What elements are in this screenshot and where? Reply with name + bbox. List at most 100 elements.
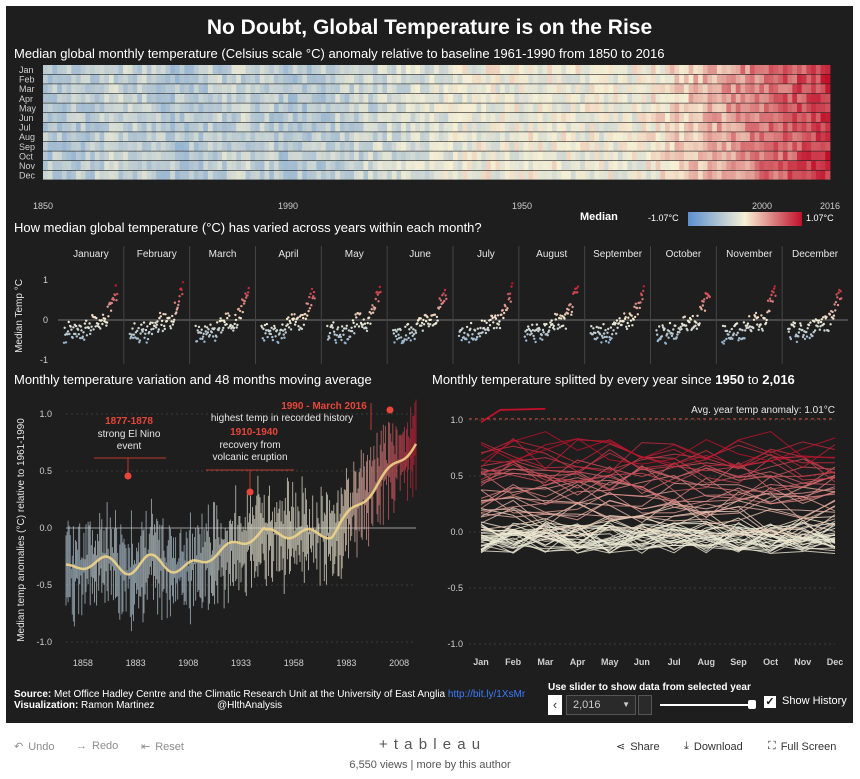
- heatmap-cell: [551, 103, 558, 113]
- heatmap-cell: [782, 93, 788, 103]
- undo-button[interactable]: ↶ Undo: [14, 740, 55, 754]
- heatmap-cell: [132, 132, 138, 142]
- heatmap-cell: [669, 74, 675, 84]
- month-scatter-point: [350, 326, 353, 329]
- heatmap-cell: [306, 141, 313, 151]
- heatmap-cell: [683, 132, 690, 142]
- heatmap-cell: [358, 122, 364, 132]
- month-scatter-point: [64, 341, 68, 344]
- heatmap-cell: [815, 132, 821, 142]
- heatmap-cell: [90, 170, 96, 180]
- heatmap-cell: [627, 161, 633, 170]
- year-slider-handle[interactable]: [748, 700, 756, 709]
- heatmap-cell: [226, 151, 232, 161]
- heatmap-cell: [570, 93, 576, 103]
- heatmap-cell: [523, 113, 529, 122]
- year-line: [480, 459, 836, 484]
- heatmap-cell: [749, 103, 755, 113]
- heatmap-cell: [721, 161, 727, 170]
- year-select[interactable]: 2,016 ▼: [566, 695, 636, 715]
- heatmap-cell: [683, 170, 690, 180]
- heatmap-cell: [174, 65, 181, 74]
- source-link[interactable]: http://bit.ly/1XsMr: [447, 689, 526, 700]
- month-scatter-point: [816, 325, 819, 328]
- fullscreen-button[interactable]: ⛶ Full Screen: [768, 740, 837, 753]
- heatmap-cell: [368, 93, 374, 103]
- heatmap-cell: [646, 122, 652, 132]
- heatmap-cell: [457, 84, 463, 94]
- heatmap-cell: [250, 122, 256, 132]
- slider-next-button[interactable]: [638, 695, 652, 715]
- month-scatter-point: [160, 319, 164, 323]
- month-scatter-point: [420, 324, 423, 327]
- heatmap-cell: [250, 93, 256, 103]
- heatmap-cell: [533, 161, 539, 170]
- heatmap-cell: [410, 65, 416, 74]
- heatmap-cell: [698, 161, 704, 170]
- heatmap-cell: [273, 170, 280, 180]
- heatmap-cell: [80, 93, 86, 103]
- reset-button[interactable]: ⇤ Reset: [141, 740, 184, 754]
- share-button[interactable]: ⋖ Share: [616, 740, 660, 754]
- month-scatter-point: [204, 330, 207, 333]
- month-scatter-point: [393, 341, 396, 344]
- heatmap-cell: [533, 74, 539, 84]
- heatmap-cell: [434, 151, 440, 161]
- heatmap-cell: [335, 74, 341, 84]
- heatmap-cell: [754, 93, 760, 103]
- views-count[interactable]: 6,550 views | more by this author: [349, 759, 511, 771]
- heatmap-cell: [448, 141, 454, 151]
- heatmap-cell: [217, 132, 223, 142]
- heatmap-cell: [467, 84, 473, 94]
- month-scatter-point: [537, 330, 540, 333]
- heatmap-month-label: Aug: [19, 132, 35, 142]
- annotation-1-marker: [124, 472, 132, 480]
- heatmap-cell: [566, 161, 572, 170]
- heatmap-cell: [641, 93, 647, 103]
- heatmap-cell: [146, 141, 152, 151]
- heatmap-cell: [377, 141, 383, 151]
- heatmap-chart[interactable]: JanFebMarAprMayJunJulAugSepOctNovDec1850…: [6, 64, 853, 214]
- heatmap-cell: [66, 74, 72, 84]
- heatmap-cell: [165, 93, 171, 103]
- heatmap-cell: [264, 93, 270, 103]
- redo-button[interactable]: → Redo: [76, 740, 119, 752]
- heatmap-cell: [207, 122, 214, 132]
- heatmap-cell: [165, 170, 171, 180]
- month-scatter-point: [420, 321, 424, 325]
- heatmap-cell: [363, 151, 369, 161]
- heatmap-cell: [71, 151, 77, 161]
- heatmap-cell: [801, 151, 807, 161]
- month-scatter-point: [442, 292, 445, 295]
- year-slider-track[interactable]: [660, 704, 752, 706]
- legend-color-bar[interactable]: [688, 212, 802, 226]
- heatmap-cell: [306, 103, 313, 113]
- heatmap-cell: [778, 132, 784, 142]
- heatmap-cell: [773, 103, 779, 113]
- moving-avg-chart[interactable]: Median temp anomalies (°C) relative to 1…: [6, 390, 431, 670]
- heatmap-cell: [773, 141, 779, 151]
- heatmap-cell: [533, 103, 539, 113]
- month-scatter-point: [338, 333, 342, 336]
- heatmap-cell: [264, 141, 270, 151]
- month-scatter-point: [347, 338, 350, 341]
- show-history-checkbox[interactable]: ✓: [764, 696, 776, 708]
- heatmap-month-label: Sep: [19, 142, 35, 152]
- heatmap-cell: [603, 93, 609, 103]
- heatmap-cell: [655, 113, 661, 122]
- heatmap-cell: [405, 74, 411, 84]
- heatmap-cell: [156, 103, 162, 113]
- month-scatter-point: [234, 318, 238, 322]
- month-scatter-point: [773, 285, 776, 288]
- heatmap-cell: [735, 65, 741, 74]
- download-button[interactable]: ⤓ Download: [684, 740, 743, 753]
- tableau-logo[interactable]: + t a b l e a u: [378, 736, 482, 753]
- heatmap-cell: [594, 170, 600, 180]
- heatmap-cell: [193, 141, 199, 151]
- slider-prev-button[interactable]: ‹: [548, 695, 562, 715]
- month-scatter-point: [394, 335, 398, 338]
- heatmap-cell: [509, 74, 515, 84]
- heatmap-cell: [382, 103, 388, 113]
